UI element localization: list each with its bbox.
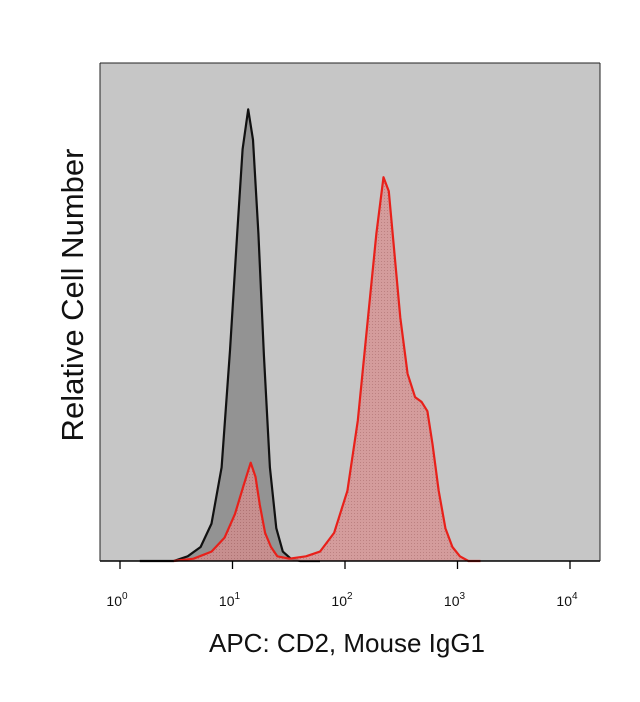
stained-histogram-line (173, 176, 481, 563)
x-tick-layer: 100 101 102 103 104 (106, 561, 578, 609)
x-tick-label: 102 (331, 591, 353, 609)
isotype-histogram-line (139, 108, 320, 563)
x-tick-label: 100 (106, 591, 128, 609)
x-axis-label: APC: CD2, Mouse IgG1 (209, 628, 485, 658)
x-tick-label: 104 (556, 591, 578, 609)
isotype-histogram-fill (139, 109, 320, 562)
y-axis-label: Relative Cell Number (55, 149, 90, 442)
series-layer (139, 108, 481, 563)
x-tick-label: 103 (444, 591, 466, 609)
x-tick-label: 101 (219, 591, 241, 609)
